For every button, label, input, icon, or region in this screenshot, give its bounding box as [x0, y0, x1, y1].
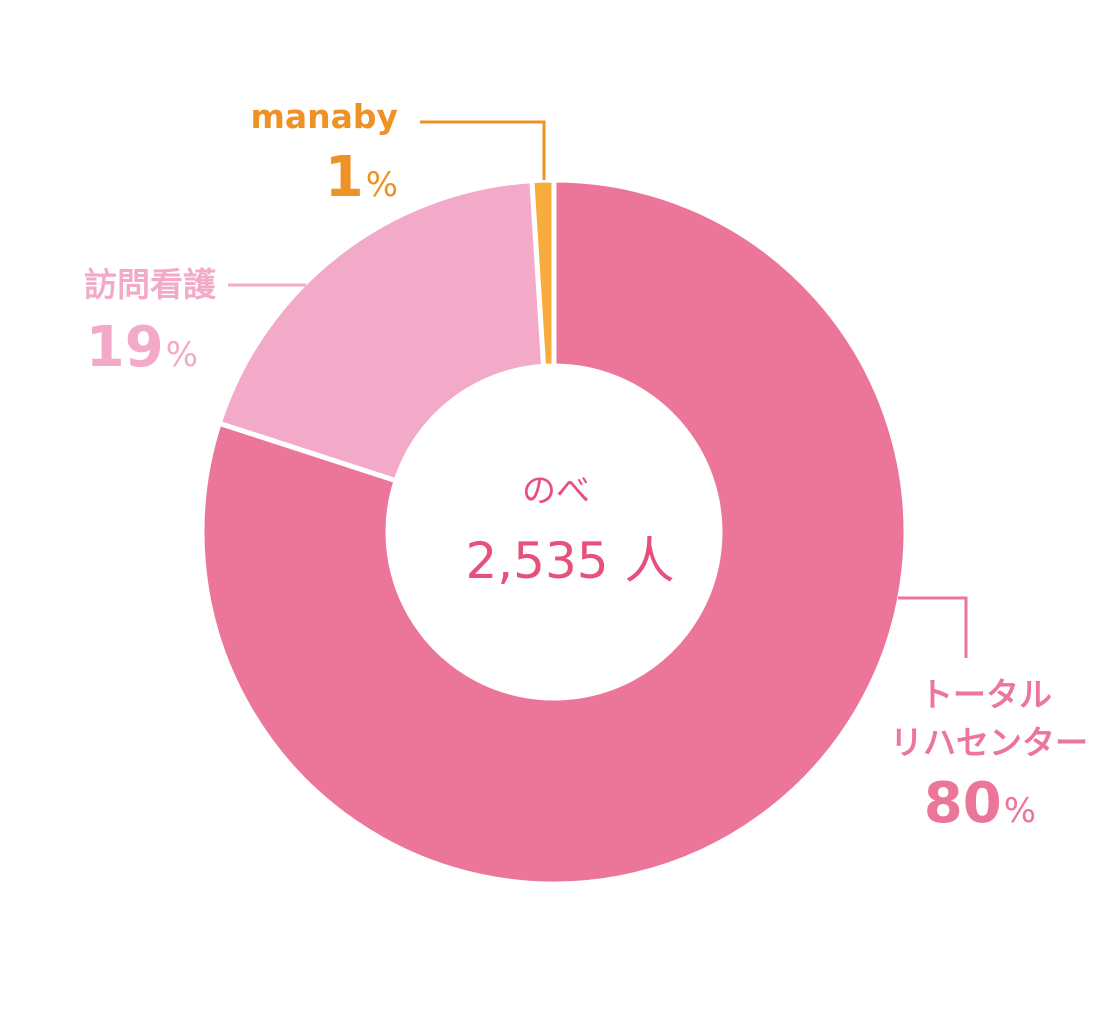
- slice-label-total-line2: リハセンター: [890, 723, 1088, 762]
- center-label: のべ: [522, 471, 590, 511]
- slice-total: [199, 177, 909, 887]
- slice-label-manaby: manaby: [250, 97, 398, 136]
- slice-houmon: [216, 178, 547, 484]
- slice-label-total-line1: トータル: [920, 675, 1052, 714]
- slice-manaby: [529, 177, 557, 369]
- slice-value-manaby: 1%: [325, 145, 398, 210]
- slice-value-houmon: 19%: [86, 315, 198, 380]
- leader-line-manaby: [420, 120, 546, 180]
- center-value: 2,535 人: [465, 532, 674, 590]
- slice-value-total: 80%: [924, 771, 1036, 836]
- slice-label-houmon: 訪問看護: [84, 265, 217, 304]
- leader-line-total: [898, 596, 968, 658]
